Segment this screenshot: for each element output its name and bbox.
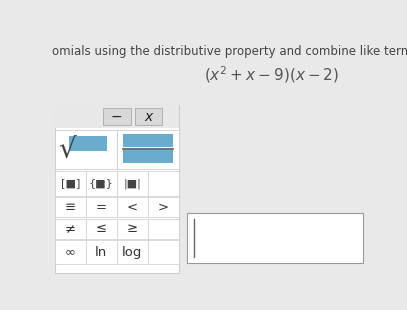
Text: |■|: |■| [123, 178, 141, 189]
Bar [135, 108, 162, 125]
Bar [117, 219, 148, 239]
Text: ln: ln [95, 246, 107, 259]
Text: ∞: ∞ [65, 246, 76, 259]
Bar [55, 105, 179, 273]
Bar [117, 131, 179, 169]
Bar [86, 241, 117, 264]
Text: ≥: ≥ [127, 223, 138, 235]
Bar [117, 197, 148, 217]
Text: ≠: ≠ [65, 223, 76, 235]
Bar [69, 136, 107, 151]
Text: $(x^2 + x - 9)(x - 2)$: $(x^2 + x - 9)(x - 2)$ [204, 64, 339, 85]
Bar [55, 241, 86, 264]
Bar [55, 105, 179, 128]
Bar [55, 171, 86, 196]
Bar [117, 241, 148, 264]
Text: [■]: [■] [61, 179, 80, 188]
Bar [117, 171, 148, 196]
Bar [148, 241, 179, 264]
Bar [103, 108, 131, 125]
Bar [123, 134, 173, 147]
Bar [186, 213, 363, 263]
Text: x: x [144, 109, 153, 123]
Bar [55, 131, 117, 169]
Bar [86, 171, 117, 196]
Text: log: log [122, 246, 142, 259]
Text: {■}: {■} [89, 179, 114, 188]
Bar [148, 171, 179, 196]
Text: =: = [96, 201, 107, 214]
Text: omials using the distributive property and combine like terms.: omials using the distributive property a… [53, 45, 407, 58]
Text: √: √ [59, 135, 76, 164]
Bar [148, 219, 179, 239]
Bar [148, 197, 179, 217]
Text: ≡: ≡ [65, 201, 76, 214]
Text: <: < [127, 201, 138, 214]
Text: >: > [158, 201, 169, 214]
Bar [123, 150, 173, 163]
Bar [86, 219, 117, 239]
Bar [55, 219, 86, 239]
Text: ≤: ≤ [96, 223, 107, 235]
Text: −: − [111, 109, 123, 123]
Bar [55, 197, 86, 217]
Bar [86, 197, 117, 217]
